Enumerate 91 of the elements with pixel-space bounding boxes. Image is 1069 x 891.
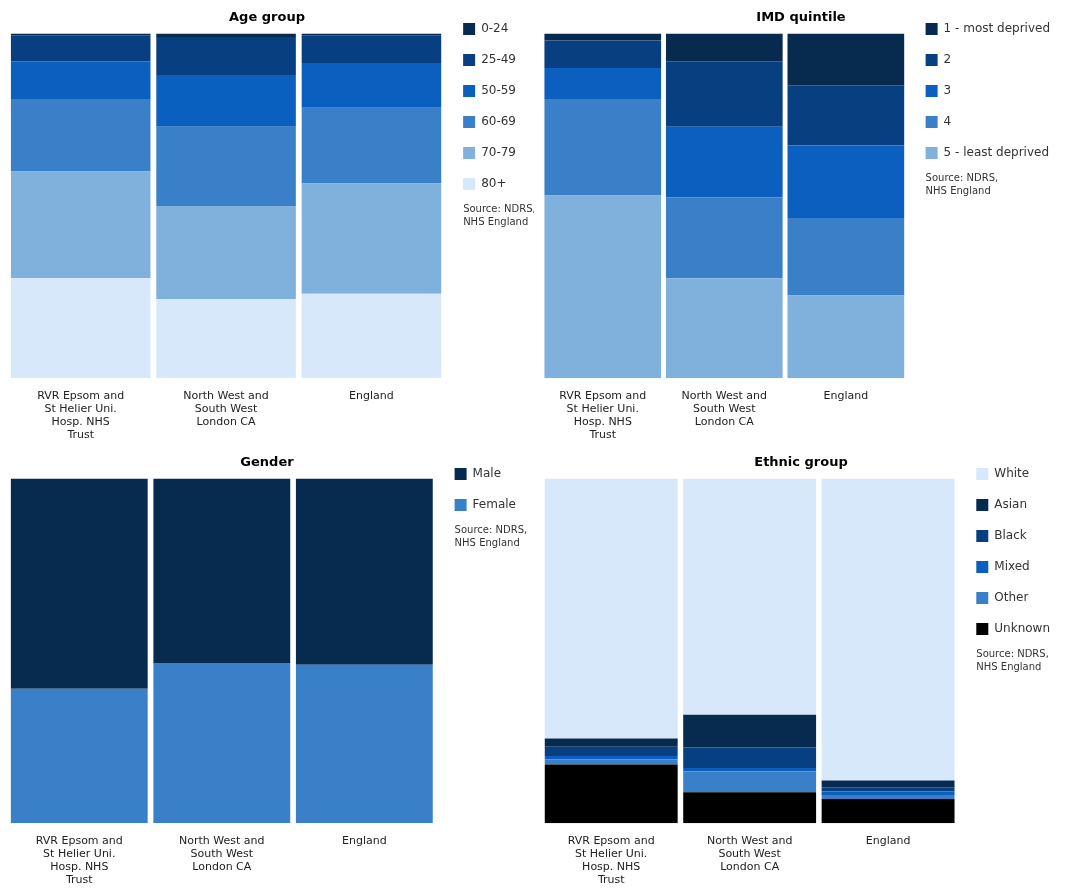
bar [295, 664, 433, 824]
bar [544, 195, 662, 379]
chart-title: Age group [229, 9, 305, 25]
legend-label: White [994, 466, 1030, 481]
chart-title: Gender [240, 454, 295, 470]
bar [544, 746, 678, 756]
bar [153, 478, 291, 663]
legend-label: 5 - least deprived [943, 145, 1050, 160]
source-note: Source: NDRS, NHS England [454, 523, 528, 548]
bar [156, 74, 296, 127]
bar [787, 295, 905, 379]
bar [665, 197, 783, 279]
bar [683, 478, 817, 715]
bar [821, 478, 955, 781]
bar [665, 278, 783, 379]
legend-label: Other [994, 590, 1029, 605]
x-tick-label: RVR Epsom and St Helier Uni. Hosp. NHS Trust [35, 833, 123, 887]
x-tick-label: North West and South West London CA [706, 833, 793, 874]
bar [301, 62, 442, 108]
bar [683, 768, 817, 772]
chart-title: IMD quintile [756, 9, 846, 25]
legend-label: Male [472, 466, 502, 481]
bar [10, 171, 151, 279]
legend-label: 25-49 [481, 52, 517, 67]
bar [156, 298, 296, 379]
bar [683, 747, 817, 769]
x-tick-label: North West and South West London CA [681, 388, 768, 429]
bar [665, 61, 783, 127]
bar [821, 799, 955, 824]
bar [683, 792, 817, 824]
bar [544, 40, 662, 69]
legend-label: Black [994, 528, 1027, 543]
bar [683, 714, 817, 748]
source-note: Source: NDRS, NHS England [463, 202, 536, 227]
bar [301, 293, 442, 379]
bar [156, 126, 296, 206]
bar [821, 791, 955, 795]
source-note: Source: NDRS, NHS England [976, 647, 1049, 672]
bar [10, 278, 151, 379]
bar [787, 145, 905, 218]
bar [544, 759, 678, 765]
bar [10, 99, 151, 172]
legend-label: 1 - most deprived [943, 21, 1051, 36]
bar [544, 764, 678, 824]
bar [10, 61, 151, 100]
bar [10, 688, 148, 824]
bar [665, 33, 783, 62]
bar [544, 738, 678, 747]
x-tick-label: North West and South West London CA [183, 388, 269, 429]
bar [821, 794, 955, 800]
bar [301, 107, 442, 184]
bar [295, 478, 433, 665]
legend-label: 50-59 [481, 83, 517, 98]
x-tick-label: England [823, 388, 869, 402]
chart-title: Ethnic group [754, 454, 848, 470]
bar [301, 35, 442, 63]
bar [544, 68, 662, 100]
legend-label: Mixed [994, 559, 1030, 574]
bar [821, 787, 955, 792]
bar [544, 478, 678, 739]
x-tick-label: England [865, 833, 911, 847]
bar [156, 205, 296, 299]
legend-label: 3 [943, 83, 952, 98]
source-note: Source: NDRS, NHS England [925, 171, 999, 196]
legend-label: Unknown [994, 621, 1051, 636]
bar [10, 35, 151, 62]
bar [544, 99, 662, 196]
bar [787, 85, 905, 146]
legend-label: 70-79 [481, 145, 517, 160]
x-tick-label: RVR Epsom and St Helier Uni. Hosp. NHS Trust [37, 388, 125, 442]
legend-label: 4 [943, 114, 952, 129]
x-tick-label: North West and South West London CA [179, 833, 265, 874]
x-tick-label: RVR Epsom and St Helier Uni. Hosp. NHS Trust [567, 833, 655, 887]
bar [301, 183, 442, 294]
bar [683, 771, 817, 793]
x-tick-label: England [349, 388, 394, 402]
x-tick-label: England [342, 833, 387, 847]
bar [665, 126, 783, 198]
legend-label: Asian [994, 497, 1028, 512]
bar [821, 780, 955, 788]
legend-label: Female [472, 497, 516, 512]
bar [10, 478, 148, 689]
bar [787, 33, 905, 86]
bar [156, 37, 296, 75]
legend-label: 0-24 [481, 21, 509, 36]
legend-label: 2 [943, 52, 952, 67]
x-tick-label: RVR Epsom and St Helier Uni. Hosp. NHS Trust [559, 388, 647, 442]
bar [787, 217, 905, 296]
legend-label: 80+ [481, 176, 507, 191]
legend-label: 60-69 [481, 114, 517, 129]
bar [153, 662, 291, 824]
